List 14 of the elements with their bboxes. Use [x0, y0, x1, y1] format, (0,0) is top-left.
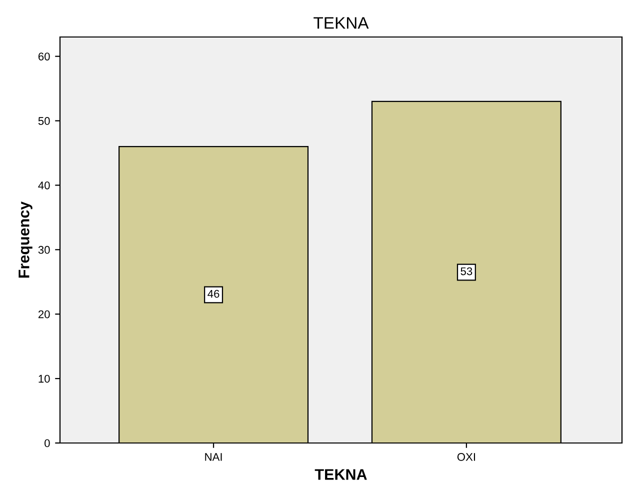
y-tick-label: 40	[38, 181, 50, 190]
y-tick-label: 0	[44, 439, 50, 448]
data-label: 46	[208, 290, 220, 298]
y-axis-title: Frequency	[18, 201, 32, 278]
chart-title: TEKNA	[314, 17, 369, 29]
data-label: 53	[460, 267, 472, 276]
x-tick-label: NAI	[205, 453, 222, 461]
y-tick-label: 50	[38, 117, 50, 125]
x-tick-label: OXI	[457, 453, 475, 461]
y-tick-label: 60	[38, 52, 50, 60]
y-tick-label: 30	[38, 246, 50, 254]
x-axis-title: TEKNA	[314, 469, 367, 480]
y-tick-label: 20	[38, 310, 50, 318]
y-tick-label: 10	[38, 374, 50, 383]
